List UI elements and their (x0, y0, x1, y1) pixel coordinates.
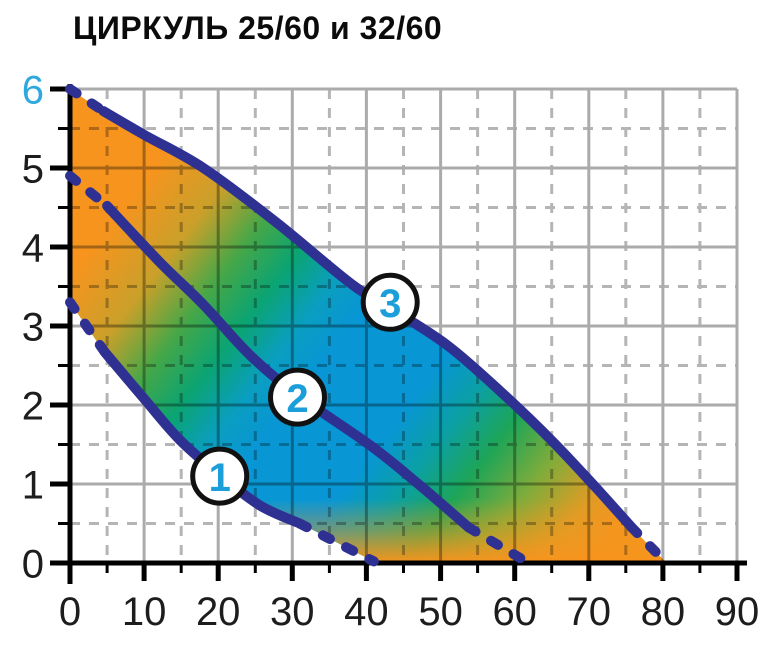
marker-label: 3 (379, 282, 401, 326)
y-tick-label: 5 (22, 147, 44, 191)
marker-circle (190, 446, 250, 506)
marker-circle (268, 367, 327, 427)
x-tick-label: 80 (641, 590, 686, 634)
x-tick-label: 30 (270, 590, 315, 634)
curve-marker-1: 1 (190, 446, 250, 506)
marker-label: 2 (286, 377, 308, 421)
chart-title: ЦИРКУЛЬ 25/60 и 32/60 (73, 10, 443, 46)
marker-circle (360, 272, 420, 332)
y-tick-label: 6 (22, 68, 44, 112)
marker-label: 1 (209, 456, 231, 500)
x-tick-label: 10 (122, 590, 167, 634)
curve-marker-3: 3 (360, 272, 420, 332)
tick-labels: 0 10 20 30 40 50 60 70 80 90 0 1 2 3 4 5 6 (22, 68, 760, 634)
y-tick-label: 2 (22, 384, 44, 428)
curve-marker-2: 2 (268, 367, 327, 427)
x-tick-label: 50 (418, 590, 463, 634)
plot-grid (70, 87, 739, 563)
x-tick-label: 70 (567, 590, 612, 634)
axes (50, 84, 747, 584)
x-tick-label: 90 (715, 590, 760, 634)
x-tick-label: 40 (344, 590, 389, 634)
y-tick-label: 3 (22, 305, 44, 349)
y-tick-label: 0 (22, 542, 44, 586)
x-tick-label: 0 (59, 590, 81, 634)
x-tick-label: 60 (492, 590, 537, 634)
y-tick-label: 1 (22, 463, 44, 507)
x-tick-label: 20 (196, 590, 241, 634)
y-tick-label: 4 (22, 226, 44, 270)
